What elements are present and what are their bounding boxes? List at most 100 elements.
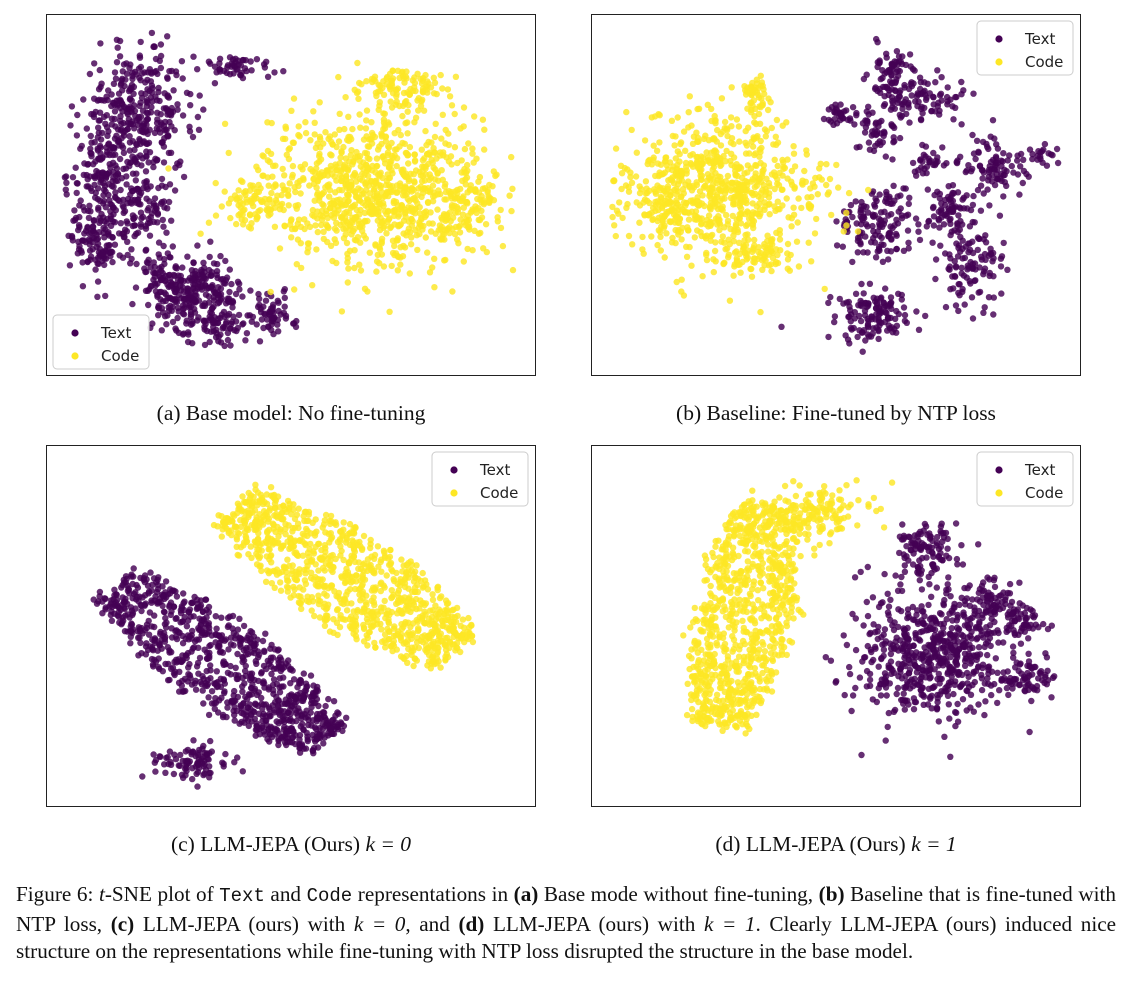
point-text (143, 246, 150, 253)
point-text (314, 683, 321, 691)
point-text (906, 194, 913, 201)
point-text (949, 103, 956, 110)
point-text (263, 665, 270, 673)
point-text (142, 79, 149, 86)
point-text (833, 242, 841, 249)
point-text (86, 70, 94, 78)
point-text (986, 163, 993, 170)
point-text (847, 324, 855, 332)
point-code (345, 137, 353, 144)
point-code (372, 242, 379, 249)
point-text (920, 151, 927, 158)
point-code (732, 179, 740, 186)
point-text (162, 769, 169, 776)
point-code (464, 189, 471, 196)
point-text (146, 219, 154, 226)
point-code (737, 269, 744, 276)
point-text (167, 149, 175, 156)
point-text (912, 98, 919, 105)
point-code (375, 88, 382, 95)
point-text (926, 159, 933, 166)
point-text (119, 582, 126, 589)
point-code (286, 180, 293, 187)
point-text (124, 125, 131, 133)
point-code (309, 168, 316, 175)
point-code (784, 265, 791, 272)
point-text (221, 688, 228, 695)
point-text (882, 285, 889, 292)
point-code (358, 191, 366, 198)
point-text (167, 758, 174, 766)
point-code (509, 266, 517, 274)
point-text (230, 70, 237, 77)
point-text (870, 228, 877, 235)
point-code (674, 173, 681, 180)
point-code (622, 182, 630, 189)
point-code (295, 123, 302, 130)
point-text (255, 654, 262, 661)
point-text (180, 173, 188, 181)
point-text (307, 693, 314, 700)
point-text (872, 254, 880, 261)
point-text (942, 250, 949, 257)
point-text (118, 135, 125, 142)
point-code (628, 126, 635, 134)
point-code (433, 90, 440, 98)
point-code (655, 111, 662, 118)
point-text (111, 241, 119, 248)
point-code (243, 196, 250, 203)
point-code (394, 252, 401, 260)
point-text (136, 634, 143, 641)
point-text (929, 239, 936, 246)
point-text (244, 312, 251, 319)
point-text (190, 737, 197, 744)
point-text (80, 96, 87, 103)
point-text (159, 583, 166, 590)
point-text (956, 281, 963, 288)
point-text (110, 80, 118, 88)
point-text (936, 224, 943, 231)
point-text (163, 321, 170, 328)
point-code (441, 257, 448, 264)
point-text (77, 145, 84, 152)
point-code (426, 269, 434, 276)
point-text (113, 591, 120, 598)
point-text (158, 327, 165, 334)
point-text (175, 291, 182, 299)
point-code (784, 240, 792, 248)
point-text (233, 675, 241, 683)
point-code (411, 179, 418, 186)
point-code (387, 98, 394, 105)
point-text (88, 110, 95, 118)
point-text (196, 92, 203, 99)
point-text (858, 198, 865, 206)
point-code (764, 106, 772, 114)
point-code (437, 226, 444, 233)
point-code (658, 204, 666, 212)
point-code (302, 129, 310, 137)
point-code (768, 124, 775, 132)
point-text (174, 101, 181, 108)
point-code (387, 84, 394, 91)
point-code (431, 133, 439, 141)
point-text (226, 54, 234, 61)
point-text (216, 632, 223, 640)
point-text (179, 112, 187, 119)
point-text (264, 736, 271, 743)
point-text (259, 713, 266, 720)
point-text (198, 266, 205, 274)
point-code (368, 75, 376, 83)
point-code (426, 171, 433, 178)
point-text (973, 137, 981, 144)
point-text (83, 125, 90, 132)
point-text (113, 59, 121, 66)
point-text (171, 671, 178, 679)
point-text (101, 182, 109, 190)
point-code (335, 138, 343, 145)
point-text (320, 740, 327, 747)
point-text (110, 183, 117, 190)
point-text (250, 643, 258, 650)
point-code (385, 119, 392, 126)
point-text (225, 646, 232, 653)
point-code (625, 188, 633, 195)
